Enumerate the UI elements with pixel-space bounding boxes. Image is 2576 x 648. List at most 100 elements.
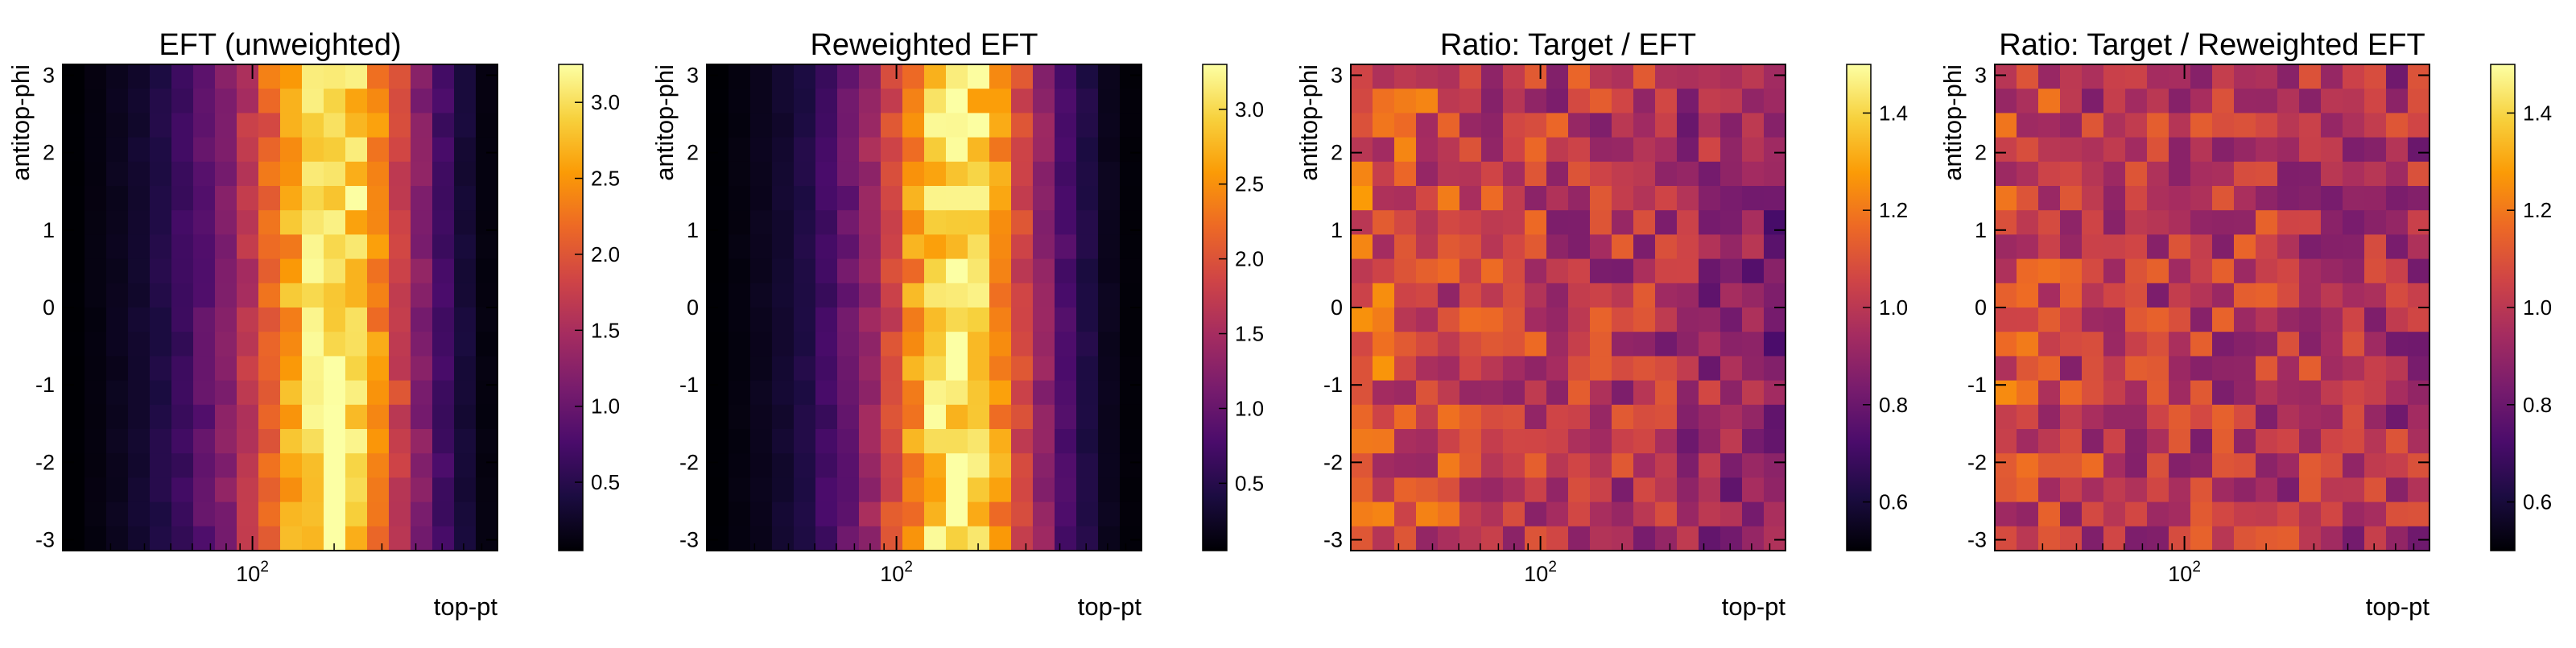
heatmap-cell [2125, 380, 2148, 406]
heatmap-cell [476, 89, 498, 114]
heatmap-cell [280, 380, 303, 406]
heatmap-cell [794, 332, 816, 357]
heatmap-cell [1655, 477, 1678, 503]
heatmap-cell [2169, 89, 2191, 114]
heatmap-cell [2408, 501, 2430, 527]
heatmap-cell [389, 283, 411, 308]
heatmap-cell [389, 210, 411, 235]
y-axis-label: antitop-phi [6, 64, 35, 181]
heatmap-cell [193, 526, 216, 551]
heatmap-cell [476, 234, 498, 260]
heatmap-cell [2212, 453, 2235, 478]
heatmap-cell [815, 332, 838, 357]
heatmap-cell [432, 186, 455, 211]
heatmap-cell [302, 404, 324, 430]
heatmap-cell [411, 186, 433, 211]
heatmap-cell [2038, 283, 2061, 308]
heatmap-cell [2169, 113, 2191, 138]
heatmap-cell [258, 477, 281, 503]
heatmap-cell [1076, 258, 1099, 284]
heatmap-cell [794, 429, 816, 454]
heatmap-cell [171, 526, 194, 551]
heatmap-cell [1764, 137, 1786, 163]
heatmap-cell [1055, 113, 1077, 138]
heatmap-cell [1459, 64, 1482, 89]
heatmap-cell [1120, 356, 1142, 382]
heatmap-cell [815, 234, 838, 260]
heatmap-cell [1720, 113, 1743, 138]
heatmap-cell [750, 356, 773, 382]
heatmap-cell [772, 113, 795, 138]
heatmap-cell [1590, 332, 1612, 357]
heatmap-cell [2234, 332, 2256, 357]
heatmap-cell [924, 404, 947, 430]
heatmap-cell [859, 234, 881, 260]
heatmap-cell [432, 161, 455, 187]
heatmap-cell [302, 258, 324, 284]
heatmap-cell [902, 113, 925, 138]
heatmap-cell [1416, 186, 1439, 211]
heatmap-cell [2321, 429, 2343, 454]
heatmap-cell [989, 404, 1012, 430]
heatmap-cell [280, 332, 303, 357]
heatmap-cell [1568, 137, 1591, 163]
heatmap-cell [106, 258, 129, 284]
heatmap-cell [2082, 113, 2104, 138]
heatmap-cell [1459, 501, 1482, 527]
heatmap-cell [968, 64, 990, 89]
heatmap-cell [432, 210, 455, 235]
heatmap-cell [2364, 380, 2387, 406]
heatmap-cell [1351, 501, 1373, 527]
heatmap-cell [989, 380, 1012, 406]
heatmap-cell [2125, 234, 2148, 260]
heatmap-cell [1416, 161, 1439, 187]
heatmap-cell [1120, 307, 1142, 332]
heatmap-cell [2103, 161, 2126, 187]
heatmap-cell [794, 161, 816, 187]
heatmap-cell [280, 161, 303, 187]
heatmap-cell [1525, 234, 1547, 260]
heatmap-cell [1995, 234, 2017, 260]
heatmap-cell [2343, 307, 2365, 332]
heatmap-cell [2082, 283, 2104, 308]
heatmap-cell [837, 161, 860, 187]
y-tick-label: 3 [43, 63, 55, 87]
heatmap-cell [989, 332, 1012, 357]
heatmap-cell [794, 234, 816, 260]
heatmap-cell [1416, 380, 1439, 406]
heatmap-cell [881, 501, 903, 527]
heatmap-cell [1120, 89, 1142, 114]
heatmap-cell [280, 501, 303, 527]
heatmap-cell [171, 161, 194, 187]
heatmap-cell [128, 210, 151, 235]
heatmap-cell [63, 356, 85, 382]
heatmap-cell [837, 258, 860, 284]
heatmap-cell [1633, 113, 1656, 138]
heatmap-cell [881, 429, 903, 454]
heatmap-cell [85, 501, 107, 527]
heatmap-cell [128, 161, 151, 187]
heatmap-cell [389, 501, 411, 527]
heatmap-cell [302, 186, 324, 211]
heatmap-cell [280, 210, 303, 235]
heatmap-cell [1373, 501, 1395, 527]
heatmap-cell [2060, 234, 2083, 260]
heatmap-cell [171, 404, 194, 430]
heatmap-cell [1373, 186, 1395, 211]
heatmap-cell [924, 429, 947, 454]
heatmap-cell [1503, 453, 1525, 478]
heatmap-cell [1612, 234, 1634, 260]
heatmap-cell [902, 404, 925, 430]
heatmap-cell [1416, 356, 1439, 382]
heatmap-cell [2147, 477, 2169, 503]
heatmap-cell [1055, 258, 1077, 284]
heatmap-cell [2408, 258, 2430, 284]
heatmap-cell [2190, 501, 2213, 527]
heatmap-cell [1033, 258, 1055, 284]
heatmap-cell [1677, 332, 1699, 357]
heatmap-cell [2386, 526, 2409, 551]
heatmap-cell [1568, 332, 1591, 357]
heatmap-cell [2386, 113, 2409, 138]
heatmap-cell [324, 356, 346, 382]
